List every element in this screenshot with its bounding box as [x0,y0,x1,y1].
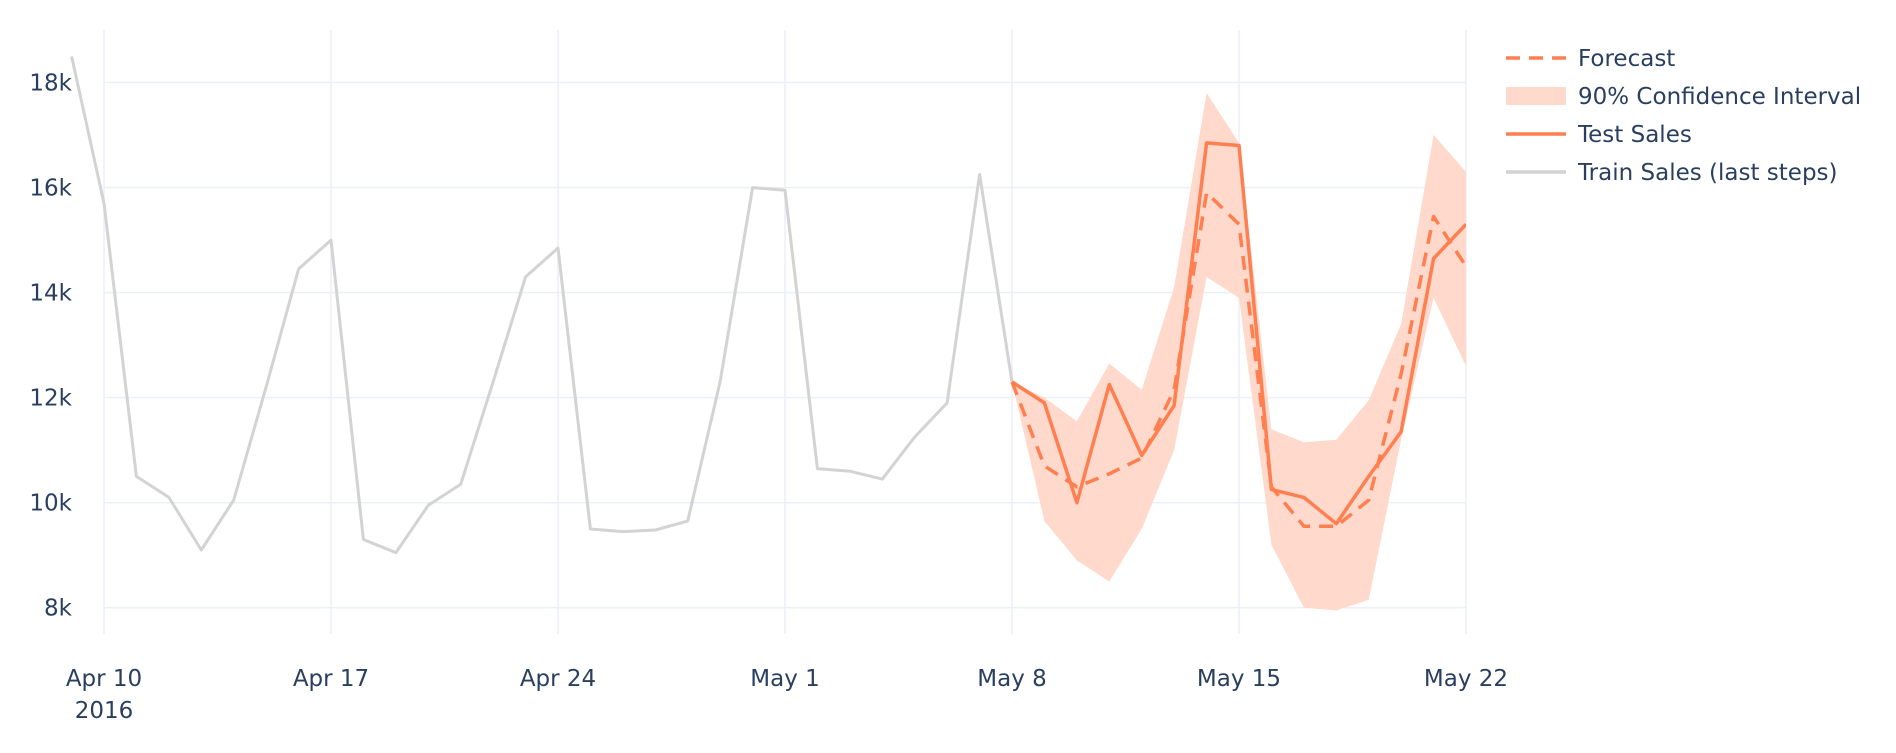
series-lines [70,55,1466,555]
y-tick-label: 18k [29,71,72,97]
x-tick-label: May 22 [1424,666,1508,692]
test-sales-line [1011,141,1466,526]
x-tick-label: Apr 10 [66,666,142,692]
legend-item-test[interactable]: Test Sales [1506,122,1692,148]
x-tick-label: Apr 17 [293,666,369,692]
legend-item-train[interactable]: Train Sales (last steps) [1506,160,1838,186]
legend-swatch [1506,87,1566,105]
x-tick-year-label: 2016 [75,698,134,724]
train-sales-line [70,55,1014,555]
confidence-interval-band [1012,93,1466,611]
y-tick-label: 8k [44,596,73,622]
legend[interactable]: Forecast 90% Confidence Interval Test Sale… [1506,46,1861,186]
x-tick-label: May 8 [977,666,1047,692]
confidence-interval-area [1012,93,1466,611]
legend-item-interval[interactable]: 90% Confidence Interval [1506,84,1861,110]
y-tick-label: 10k [29,491,72,517]
y-tick-label: 12k [29,386,72,412]
x-tick-label: May 15 [1197,666,1281,692]
x-tick-label: Apr 24 [520,666,596,692]
legend-label: Train Sales (last steps) [1577,160,1838,186]
grid-lines [103,30,1467,634]
legend-label: 90% Confidence Interval [1578,84,1861,110]
y-tick-label: 14k [29,281,72,307]
y-tick-label: 16k [29,176,72,202]
legend-label: Forecast [1578,46,1675,72]
forecast-line [1010,191,1466,529]
axis-tick-labels: 8k 10k 12k 14k 16k 18k Apr 10 2016 Apr 17 Apr 24 M… [29,71,1508,724]
x-tick-label: May 1 [750,666,820,692]
legend-item-forecast[interactable]: Forecast [1506,46,1675,72]
legend-label: Test Sales [1577,122,1692,148]
